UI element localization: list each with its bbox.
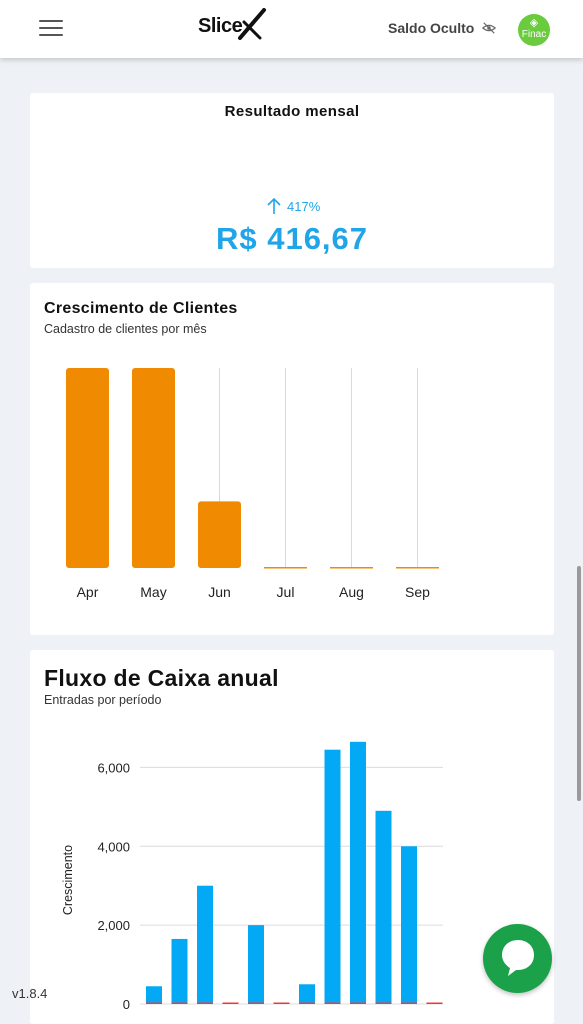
growth-percent: 417% (287, 198, 321, 214)
bar (198, 501, 241, 568)
growth-indicator: 417% (266, 197, 320, 215)
hamburger-menu-icon[interactable] (39, 20, 63, 40)
x-tick-label: Apr (77, 584, 99, 600)
app-version: v1.8.4 (12, 986, 48, 1001)
clients-chart-title: Crescimento de Clientes (44, 300, 238, 317)
monthly-result-value: R$ 416,67 (215, 221, 369, 256)
cash-flow-chart-title: Fluxo de Caixa anual (44, 665, 279, 691)
x-tick-label: Jun (208, 584, 231, 600)
bar (132, 368, 175, 568)
bar-entradas (401, 846, 417, 1004)
bar-saidas (273, 1002, 290, 1004)
monthly-result-card: Resultado mensal 417% R$ 416,67 (30, 93, 554, 268)
monthly-result-title: Resultado mensal (224, 103, 360, 120)
balance-label: Saldo Oculto (388, 20, 475, 36)
avatar-text: Finac (521, 29, 547, 40)
chat-button[interactable] (483, 924, 552, 993)
cash-flow-chart-subtitle: Entradas por período (44, 693, 162, 707)
bar-saidas (171, 1002, 188, 1004)
bar-saidas (222, 1002, 239, 1004)
logo-x-icon (238, 8, 266, 40)
bar-saidas (146, 1002, 162, 1004)
chat-bubble-icon (502, 940, 534, 976)
y-tick-label: 4,000 (97, 839, 130, 854)
eye-off-icon (482, 22, 497, 34)
bar-entradas (146, 986, 162, 1004)
slicex-logo[interactable]: Slice (196, 8, 276, 44)
bar (66, 368, 109, 568)
bar-saidas (375, 1002, 392, 1004)
y-axis-label: Crescimento (61, 845, 75, 915)
bar-entradas (350, 741, 366, 1004)
bar (330, 567, 373, 569)
arrow-up-icon (267, 197, 281, 214)
bar-saidas (197, 1002, 213, 1004)
x-tick-label: Sep (405, 584, 430, 600)
bar-saidas (426, 1002, 443, 1004)
bar-saidas (248, 1002, 264, 1004)
x-tick-label: Aug (339, 584, 364, 600)
clients-bar-chart: Apr May Jun Jul Aug Sep (66, 368, 439, 600)
bar-entradas (171, 938, 188, 1004)
cash-flow-card: Fluxo de Caixa anual Entradas por períod… (30, 650, 554, 1024)
clients-growth-card: Crescimento de Clientes Cadastro de clie… (30, 283, 554, 635)
hide-balance-toggle[interactable]: Saldo Oculto (388, 20, 497, 36)
clients-chart-subtitle: Cadastro de clientes por mês (44, 322, 207, 336)
avatar[interactable]: ◈ Finac (518, 14, 550, 46)
scrollbar-thumb[interactable] (577, 566, 581, 801)
bar-entradas (248, 925, 264, 1004)
bar-saidas (299, 1002, 315, 1004)
bar-entradas (299, 984, 315, 1004)
top-app-bar: Slice Saldo Oculto ◈ Finac (0, 0, 583, 58)
bar (264, 567, 307, 569)
bar-entradas (197, 885, 213, 1004)
y-tick-label: 0 (123, 997, 130, 1012)
logo-text: Slice (198, 15, 243, 37)
x-tick-label: May (140, 584, 166, 600)
bar (396, 567, 439, 569)
bar-saidas (324, 1002, 341, 1004)
bar-entradas (375, 810, 392, 1004)
x-tick-label: Jul (277, 584, 295, 600)
y-tick-label: 2,000 (97, 918, 130, 933)
bar-entradas (324, 749, 341, 1004)
bar-saidas (350, 1002, 366, 1004)
avatar-glyph-icon: ◈ (529, 17, 539, 29)
cash-flow-bar-chart: 0 2,000 4,000 6,000 Crescimento (61, 741, 443, 1012)
y-tick-label: 6,000 (97, 760, 130, 775)
bar-saidas (401, 1002, 417, 1004)
